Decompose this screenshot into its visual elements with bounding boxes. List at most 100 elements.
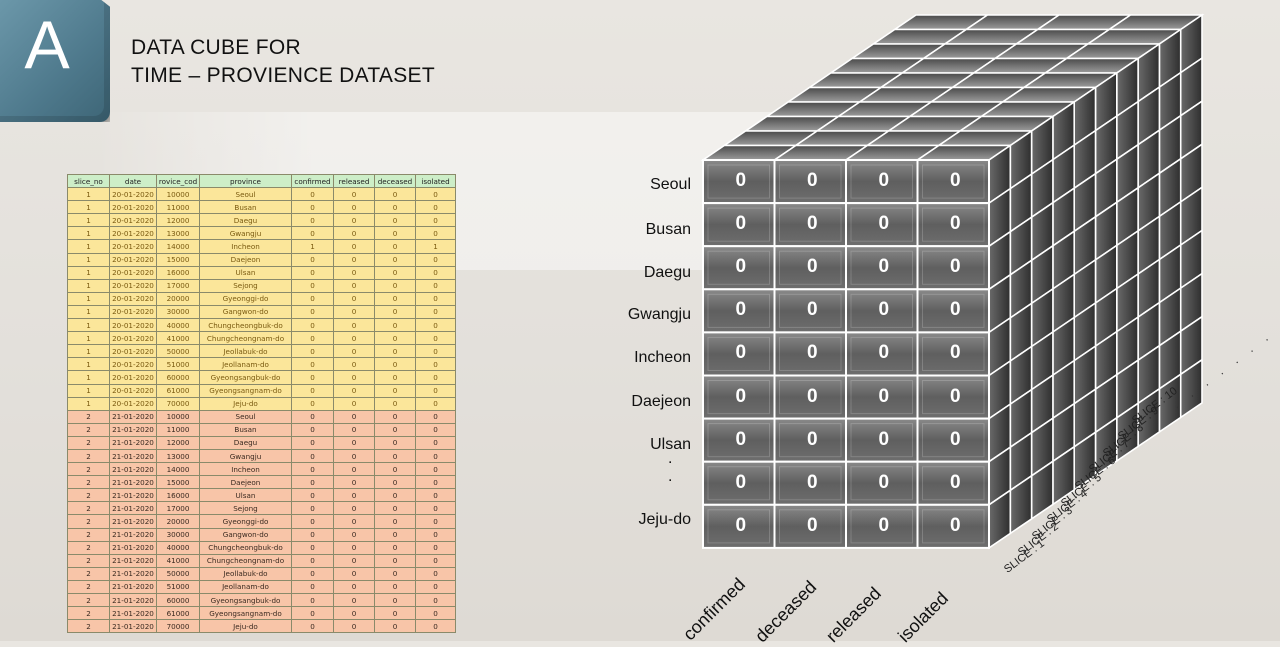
cube-front-cell [916,245,990,291]
table-cell: Jeju-do [199,396,292,411]
table-cell: 0 [291,448,334,464]
table-cell: 0 [333,344,375,359]
table-cell: 0 [374,200,416,215]
cube-cell-value: 0 [878,299,890,321]
cube-cell-bevel [707,336,770,371]
table-cell: 13000 [156,226,200,241]
table-cell: 10000 [156,409,200,424]
cube-cell-bevel [779,293,842,328]
cube-cell-value: 0 [949,170,961,191]
table-cell: 0 [374,553,416,568]
table-row: 2 21-01-2020 30000 Gangwon-do 0 0 0 0 [67,527,456,542]
title-line-2: TIME – PROVIENCE DATASET [131,64,435,87]
table-cell: 0 [374,606,416,621]
cube-front-cell [916,202,990,248]
table-header-cell: date [109,173,157,189]
table-row: 1 20-01-2020 10000 Seoul 0 0 0 0 [67,187,456,202]
cube-cell-bevel [922,466,985,501]
cube-front-cell [773,202,847,248]
table-cell: 0 [333,435,375,450]
cube-cell-bevel [707,466,770,501]
cube-cell-bevel [850,380,913,415]
cube-cell-value: 0 [735,385,747,407]
table-cell: Jeollanam-do [199,579,292,595]
table-row: 2 21-01-2020 70000 Jeju-do 0 0 0 0 [67,619,456,634]
table-cell: Daegu [199,213,292,228]
table-cell: 0 [415,448,456,464]
table-cell: Seoul [199,409,292,424]
table-cell: 20000 [156,291,200,306]
cube-cell-bevel [922,336,985,371]
table-header-cell: released [333,173,375,189]
cube-front-cell [702,374,776,420]
cube-cell-bevel [707,164,770,199]
table-cell: 0 [415,383,456,398]
table-cell: 0 [415,213,456,228]
table-cell: 70000 [156,396,200,411]
table-cell: 1 [67,370,110,385]
cube-cell-bevel [707,250,770,285]
cube-cell-value: 0 [949,385,961,407]
table-cell: 20-01-2020 [109,213,157,228]
cube-row-label: Daegu [643,264,691,281]
cube-cell-value: 0 [949,342,961,364]
table-cell: 51000 [156,579,200,595]
table-row: 1 20-01-2020 50000 Jeollabuk-do 0 0 0 0 [67,344,456,359]
cube-front-cell [845,417,919,463]
table-row: 1 20-01-2020 70000 Jeju-do 0 0 0 0 [67,396,456,411]
table-row: 1 20-01-2020 16000 Ulsan 0 0 0 0 [67,265,456,280]
cube-cell-bevel [922,250,985,285]
cube-cell-value: 0 [878,170,890,191]
section-letter: A [24,7,70,83]
table-cell: Jeju-do [199,619,292,634]
table-cell: 1 [67,357,110,372]
table-cell: 0 [291,344,334,359]
table-cell: 20-01-2020 [109,344,157,359]
cube-cell-bevel [779,207,842,242]
table-cell: 0 [291,304,334,320]
table-cell: 0 [415,606,456,621]
cube-cell-value: 0 [878,213,890,235]
table-cell: 0 [291,619,334,634]
table-cell: 0 [333,278,375,293]
cube-front-cell [773,417,847,463]
table-row: 1 20-01-2020 12000 Daegu 0 0 0 0 [67,213,456,228]
table-row: 1 20-01-2020 61000 Gyeongsangnam-do 0 0 0 0 [67,383,456,398]
table-cell: 30000 [156,527,200,542]
cube-cell-bevel [779,250,842,285]
cube-cell-bevel [850,250,913,285]
table-cell: 11000 [156,200,200,215]
cube-cell-bevel [707,293,770,328]
table-cell: 0 [333,448,375,464]
cube-front-cell [845,460,919,506]
table-cell: 21-01-2020 [109,422,157,437]
cube-cell-bevel [707,380,770,415]
cube-cell-value: 0 [806,385,818,407]
cube-cell-bevel [779,380,842,415]
table-cell: 17000 [156,278,200,293]
table-cell: 1 [291,239,334,254]
cube-cell-value: 0 [735,514,747,536]
table-row: 2 21-01-2020 14000 Incheon 0 0 0 0 [67,462,456,477]
table-row: 2 21-01-2020 60000 Gyeongsangbuk-do 0 0 0 0 [67,592,456,608]
cube-cell-value: 0 [949,471,961,493]
table-cell: 20000 [156,514,200,529]
table-cell: 0 [415,291,456,306]
cube-cell-bevel [850,509,913,544]
table-row: 2 21-01-2020 12000 Daegu 0 0 0 0 [67,435,456,450]
cube-cell-bevel [922,164,985,199]
table-cell: 13000 [156,448,200,464]
table-cell: 2 [67,592,110,608]
cube-front-cell [916,159,990,205]
cube-front-cell [845,245,919,291]
table-cell: 0 [333,606,375,621]
cube-cell-value: 0 [735,256,747,278]
cube-front-cell [773,288,847,334]
table-cell: 0 [374,488,416,503]
cube-cell-value: 0 [878,471,890,493]
cube-cell-bevel [850,336,913,371]
table-cell: 0 [291,553,334,568]
table-cell: 0 [291,462,334,477]
cube-cell-value: 0 [949,428,961,450]
cube-cell-value: 0 [878,256,890,278]
